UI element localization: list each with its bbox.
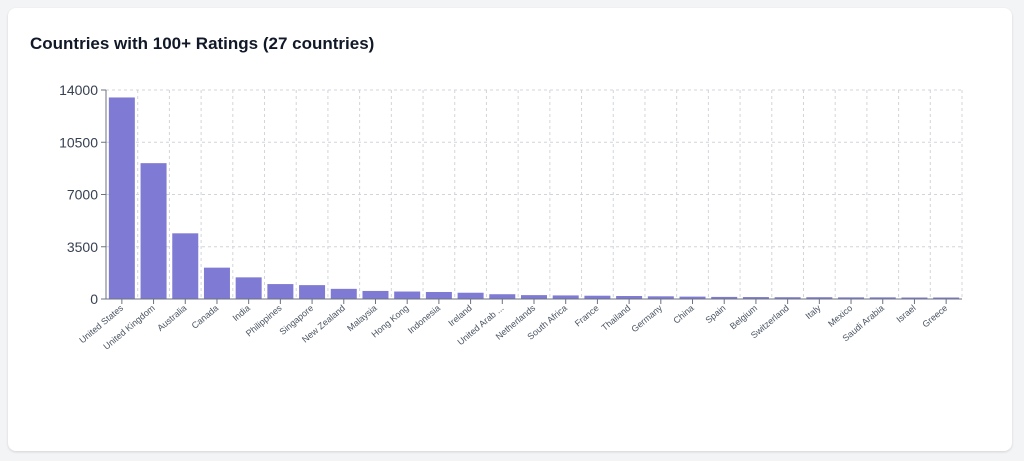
y-tick-label: 3500 — [67, 239, 98, 255]
x-tick-label: Mexico — [826, 303, 854, 329]
bar — [616, 296, 643, 299]
x-tick-label: Germany — [629, 303, 664, 335]
x-tick-label: Australia — [155, 303, 188, 333]
bar — [679, 296, 706, 299]
bar — [806, 297, 833, 299]
bar — [394, 291, 421, 299]
chart-card: Countries with 100+ Ratings (27 countrie… — [8, 8, 1012, 451]
bar — [584, 295, 611, 299]
bar — [869, 297, 896, 299]
bar — [774, 297, 801, 299]
bar — [489, 294, 516, 299]
y-tick-label: 7000 — [67, 187, 98, 203]
bar — [838, 297, 865, 299]
card-title: Countries with 100+ Ratings (27 countrie… — [30, 34, 375, 53]
x-tick-label: China — [671, 303, 695, 326]
bar — [711, 296, 738, 299]
x-tick-label: Italy — [804, 303, 823, 322]
bar — [742, 297, 769, 299]
bar — [140, 163, 167, 299]
bar — [457, 292, 484, 299]
x-tick-label: France — [573, 303, 601, 329]
x-tick-label: India — [231, 303, 252, 323]
y-tick-label: 0 — [90, 291, 98, 307]
y-tick-label: 10500 — [59, 134, 98, 150]
x-tick-label: Canada — [190, 303, 221, 331]
bar — [267, 284, 294, 299]
bar — [647, 296, 674, 299]
x-tick-label: Greece — [920, 303, 949, 330]
bar — [521, 295, 547, 299]
x-tick-label: Israel — [894, 303, 917, 325]
x-tick-label: Indonesia — [406, 303, 442, 336]
bar — [203, 267, 230, 299]
y-tick-label: 14000 — [59, 82, 98, 98]
bar — [172, 233, 199, 299]
bar — [330, 288, 357, 299]
x-tick-label: Philippines — [244, 303, 284, 339]
bar — [425, 291, 452, 299]
bar — [362, 290, 389, 299]
x-tick-label: Thailand — [600, 303, 633, 333]
bar — [299, 285, 326, 299]
bar — [552, 295, 579, 299]
bar — [108, 97, 135, 299]
x-tick-label: Spain — [703, 303, 727, 325]
bar — [901, 297, 928, 299]
bar — [933, 297, 960, 299]
x-tick-label: Ireland — [446, 303, 474, 328]
bar — [235, 277, 262, 299]
